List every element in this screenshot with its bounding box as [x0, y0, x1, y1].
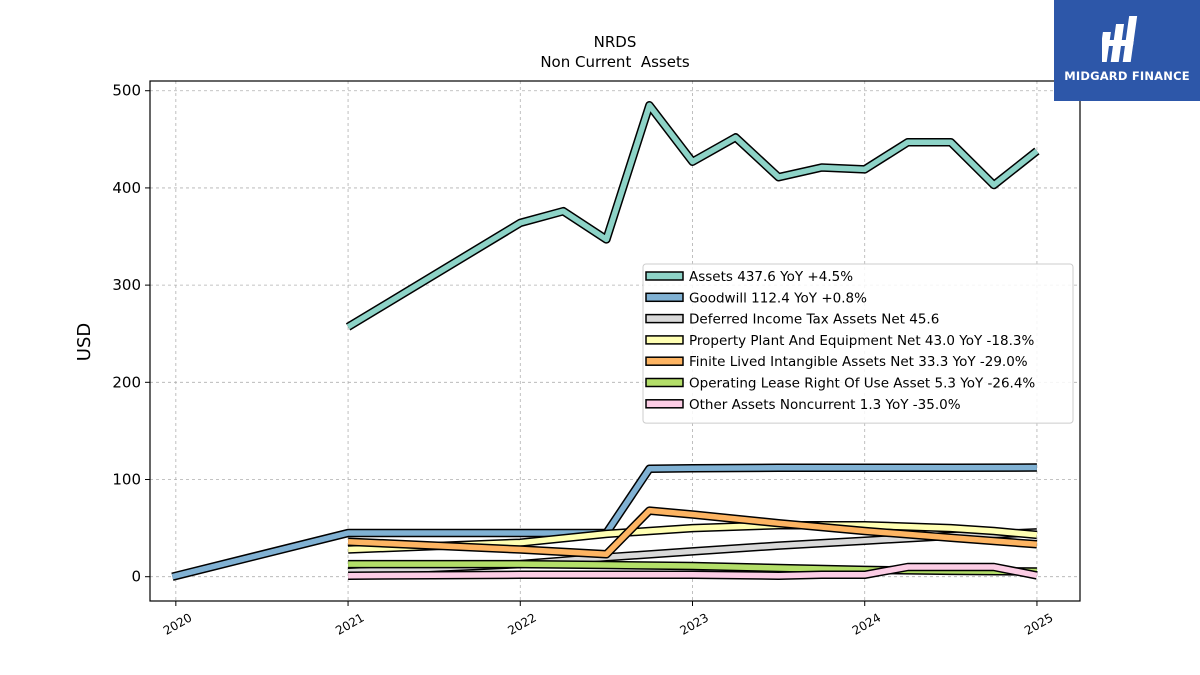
- legend-swatch: [645, 335, 684, 345]
- x-tick-label: 2025: [1022, 610, 1055, 637]
- legend: Assets 437.6 YoY +4.5% Goodwill 112.4 YoY…: [642, 263, 1074, 424]
- x-tick-label: 2021: [333, 610, 366, 637]
- logo-mark-icon: [1102, 16, 1138, 62]
- series-layer: [171, 101, 1040, 581]
- x-tick-label: 2023: [678, 610, 711, 637]
- y-ticks: 0 100 200 300 400 500: [112, 82, 150, 586]
- x-tick-label: 2024: [850, 610, 883, 637]
- chart-title: NRDS: [594, 33, 637, 51]
- legend-entry: Finite Lived Intangible Assets Net 33.3 …: [689, 354, 1028, 370]
- legend-entry: Other Assets Noncurrent 1.3 YoY -35.0%: [689, 397, 961, 413]
- y-tick-label: 200: [112, 373, 141, 391]
- legend-swatch: [645, 313, 684, 324]
- legend-swatch: [645, 399, 684, 409]
- legend-box: [642, 263, 1074, 424]
- y-tick-label: 100: [112, 471, 141, 489]
- series-line-goodwill: [171, 464, 1037, 580]
- y-tick-label: 0: [131, 568, 141, 586]
- logo-text: MIDGARD FINANCE: [1064, 69, 1190, 83]
- y-tick-label: 300: [112, 276, 141, 294]
- midgard-finance-logo: MIDGARD FINANCE: [1054, 0, 1200, 101]
- y-tick-label: 400: [112, 179, 141, 197]
- series-line-assets: [346, 102, 1039, 330]
- series-line-other-assets-noncurrent: [348, 564, 1038, 579]
- legend-entry: Deferred Income Tax Assets Net 45.6: [689, 312, 939, 328]
- legend-entry: Property Plant And Equipment Net 43.0 Yo…: [689, 333, 1034, 349]
- y-tick-label: 500: [112, 82, 141, 100]
- x-tick-label: 2022: [505, 610, 538, 637]
- series-line-finite-lived-intangible-assets-net: [347, 507, 1038, 558]
- legend-swatch: [645, 377, 684, 388]
- x-ticks: 2020 2021 2022 2023 2024 2025: [161, 601, 1055, 638]
- y-axis-label: USD: [74, 323, 95, 361]
- legend-swatch: [645, 292, 684, 303]
- legend-entry: Goodwill 112.4 YoY +0.8%: [689, 290, 867, 306]
- chart-subtitle: Non Current Assets: [540, 53, 690, 71]
- legend-entry: Operating Lease Right Of Use Asset 5.3 Y…: [689, 376, 1035, 392]
- legend-entry: Assets 437.6 YoY +4.5%: [689, 269, 853, 285]
- x-tick-label: 2020: [161, 610, 194, 637]
- series-line-property-plant-and-equipment-net: [347, 522, 1038, 553]
- legend-swatch: [645, 356, 684, 366]
- plot-frame: [149, 80, 1081, 602]
- legend-swatch: [645, 271, 684, 281]
